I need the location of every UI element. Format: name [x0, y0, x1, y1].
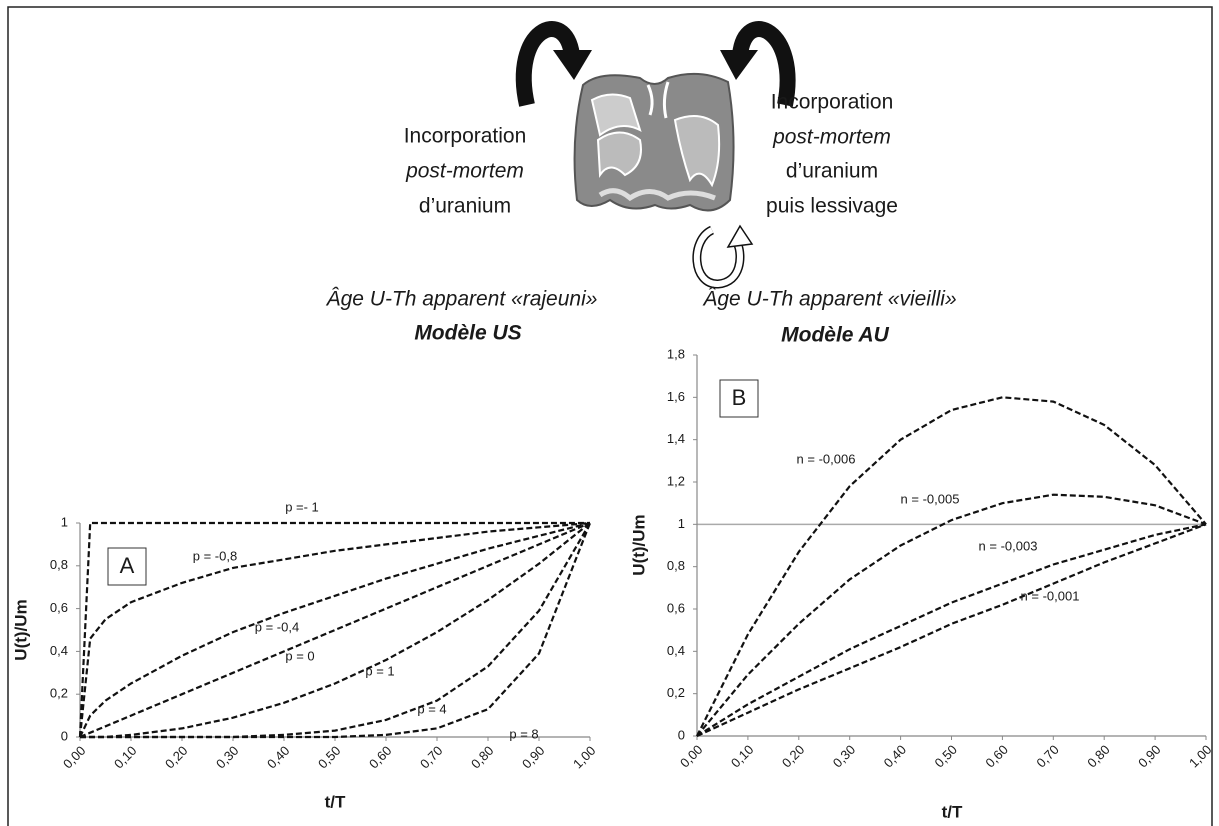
left-caption: Âge U-Th apparent «rajeuni»	[326, 288, 598, 311]
x-tick-label: 0,50	[932, 742, 961, 771]
left-text: post-mortem	[405, 160, 524, 183]
y-tick-label: 1	[678, 516, 685, 531]
series-line	[79, 521, 591, 738]
right-model: Modèle AU	[781, 324, 890, 347]
right-caption: Âge U-Th apparent «vieilli»	[702, 288, 956, 311]
y-tick-label: 0,2	[50, 686, 68, 701]
curve-label: p = 0	[285, 648, 314, 663]
right-text: Incorporation	[771, 91, 894, 114]
y-tick-label: 1,6	[667, 389, 685, 404]
curve-label: p = 4	[417, 701, 446, 716]
x-tick-label: 0,10	[728, 742, 757, 771]
left-model: Modèle US	[414, 322, 521, 345]
y-tick-label: 1,4	[667, 431, 685, 446]
x-tick-label: 0,00	[60, 743, 89, 772]
y-tick-label: 0,6	[667, 600, 685, 615]
left-text: Incorporation	[404, 125, 527, 148]
series-line	[696, 396, 1207, 737]
x-tick-label: 0,90	[519, 743, 548, 772]
y-tick-label: 0	[678, 727, 685, 742]
y-tick-label: 1	[61, 514, 68, 529]
panel-label: B	[732, 385, 747, 410]
y-tick-label: 0,4	[50, 643, 68, 658]
y-tick-label: 0,6	[50, 600, 68, 615]
y-tick-label: 0,8	[50, 557, 68, 572]
left-text: d’uranium	[419, 195, 511, 218]
panel-label: A	[120, 553, 135, 578]
right-text: post-mortem	[772, 126, 891, 149]
series-line	[80, 522, 591, 739]
right-text: puis lessivage	[766, 195, 898, 218]
curve-label: p = 1	[365, 663, 394, 678]
series-line	[80, 522, 591, 739]
series-line	[696, 523, 1207, 737]
y-tick-label: 1,2	[667, 473, 685, 488]
x-tick-label: 0,70	[417, 743, 446, 772]
x-tick-label: 0,30	[213, 743, 242, 772]
y-axis-title: U(t)/Um	[629, 514, 648, 575]
x-tick-label: 0,40	[881, 742, 910, 771]
panel-label-box	[719, 379, 759, 418]
x-tick-label: 0,80	[1084, 742, 1113, 771]
tooth	[573, 72, 735, 212]
y-tick-label: 0	[61, 728, 68, 743]
arrow-left	[515, 21, 592, 107]
y-axis-title: U(t)/Um	[11, 599, 30, 660]
curve-label: n = -0,005	[901, 491, 960, 506]
series-line	[696, 493, 1207, 737]
curve-label: p = -0,4	[255, 619, 299, 634]
panel-label-box	[107, 547, 147, 586]
y-tick-label: 0,8	[667, 558, 685, 573]
curve-label: n = -0,006	[797, 451, 856, 466]
x-tick-label: 0,00	[677, 742, 706, 771]
x-tick-label: 0,60	[982, 742, 1011, 771]
x-tick-label: 0,80	[468, 743, 497, 772]
right-text: d’uranium	[786, 160, 878, 183]
x-tick-label: 0,40	[264, 743, 293, 772]
x-axis-title: t/T	[325, 792, 346, 811]
y-tick-label: 1,8	[667, 346, 685, 361]
curve-label: p =- 1	[285, 499, 319, 514]
series-line	[80, 522, 592, 739]
series-line	[78, 521, 590, 738]
x-tick-label: 0,20	[162, 743, 191, 772]
x-tick-label: 0,20	[779, 742, 808, 771]
curve-label: n = -0,003	[979, 538, 1038, 553]
frame	[7, 6, 1213, 826]
y-tick-label: 0,2	[667, 685, 685, 700]
x-tick-label: 1,00	[1186, 742, 1215, 771]
x-tick-label: 0,60	[366, 743, 395, 772]
series-line	[79, 521, 591, 739]
x-tick-label: 0,10	[111, 743, 140, 772]
curve-label: p = -0,8	[193, 548, 237, 563]
x-tick-label: 1,00	[570, 743, 599, 772]
series-line	[696, 523, 1207, 738]
arrow-right	[720, 21, 796, 107]
x-tick-label: 0,50	[315, 743, 344, 772]
x-tick-label: 0,90	[1135, 742, 1164, 771]
x-axis-title: t/T	[942, 802, 963, 821]
y-tick-label: 0,4	[667, 643, 685, 658]
x-tick-label: 0,70	[1033, 742, 1062, 771]
curve-label: p = 8	[509, 726, 538, 741]
x-tick-label: 0,30	[830, 742, 859, 771]
arrow-open	[692, 224, 754, 289]
curve-label: n = -0,001	[1021, 588, 1080, 603]
